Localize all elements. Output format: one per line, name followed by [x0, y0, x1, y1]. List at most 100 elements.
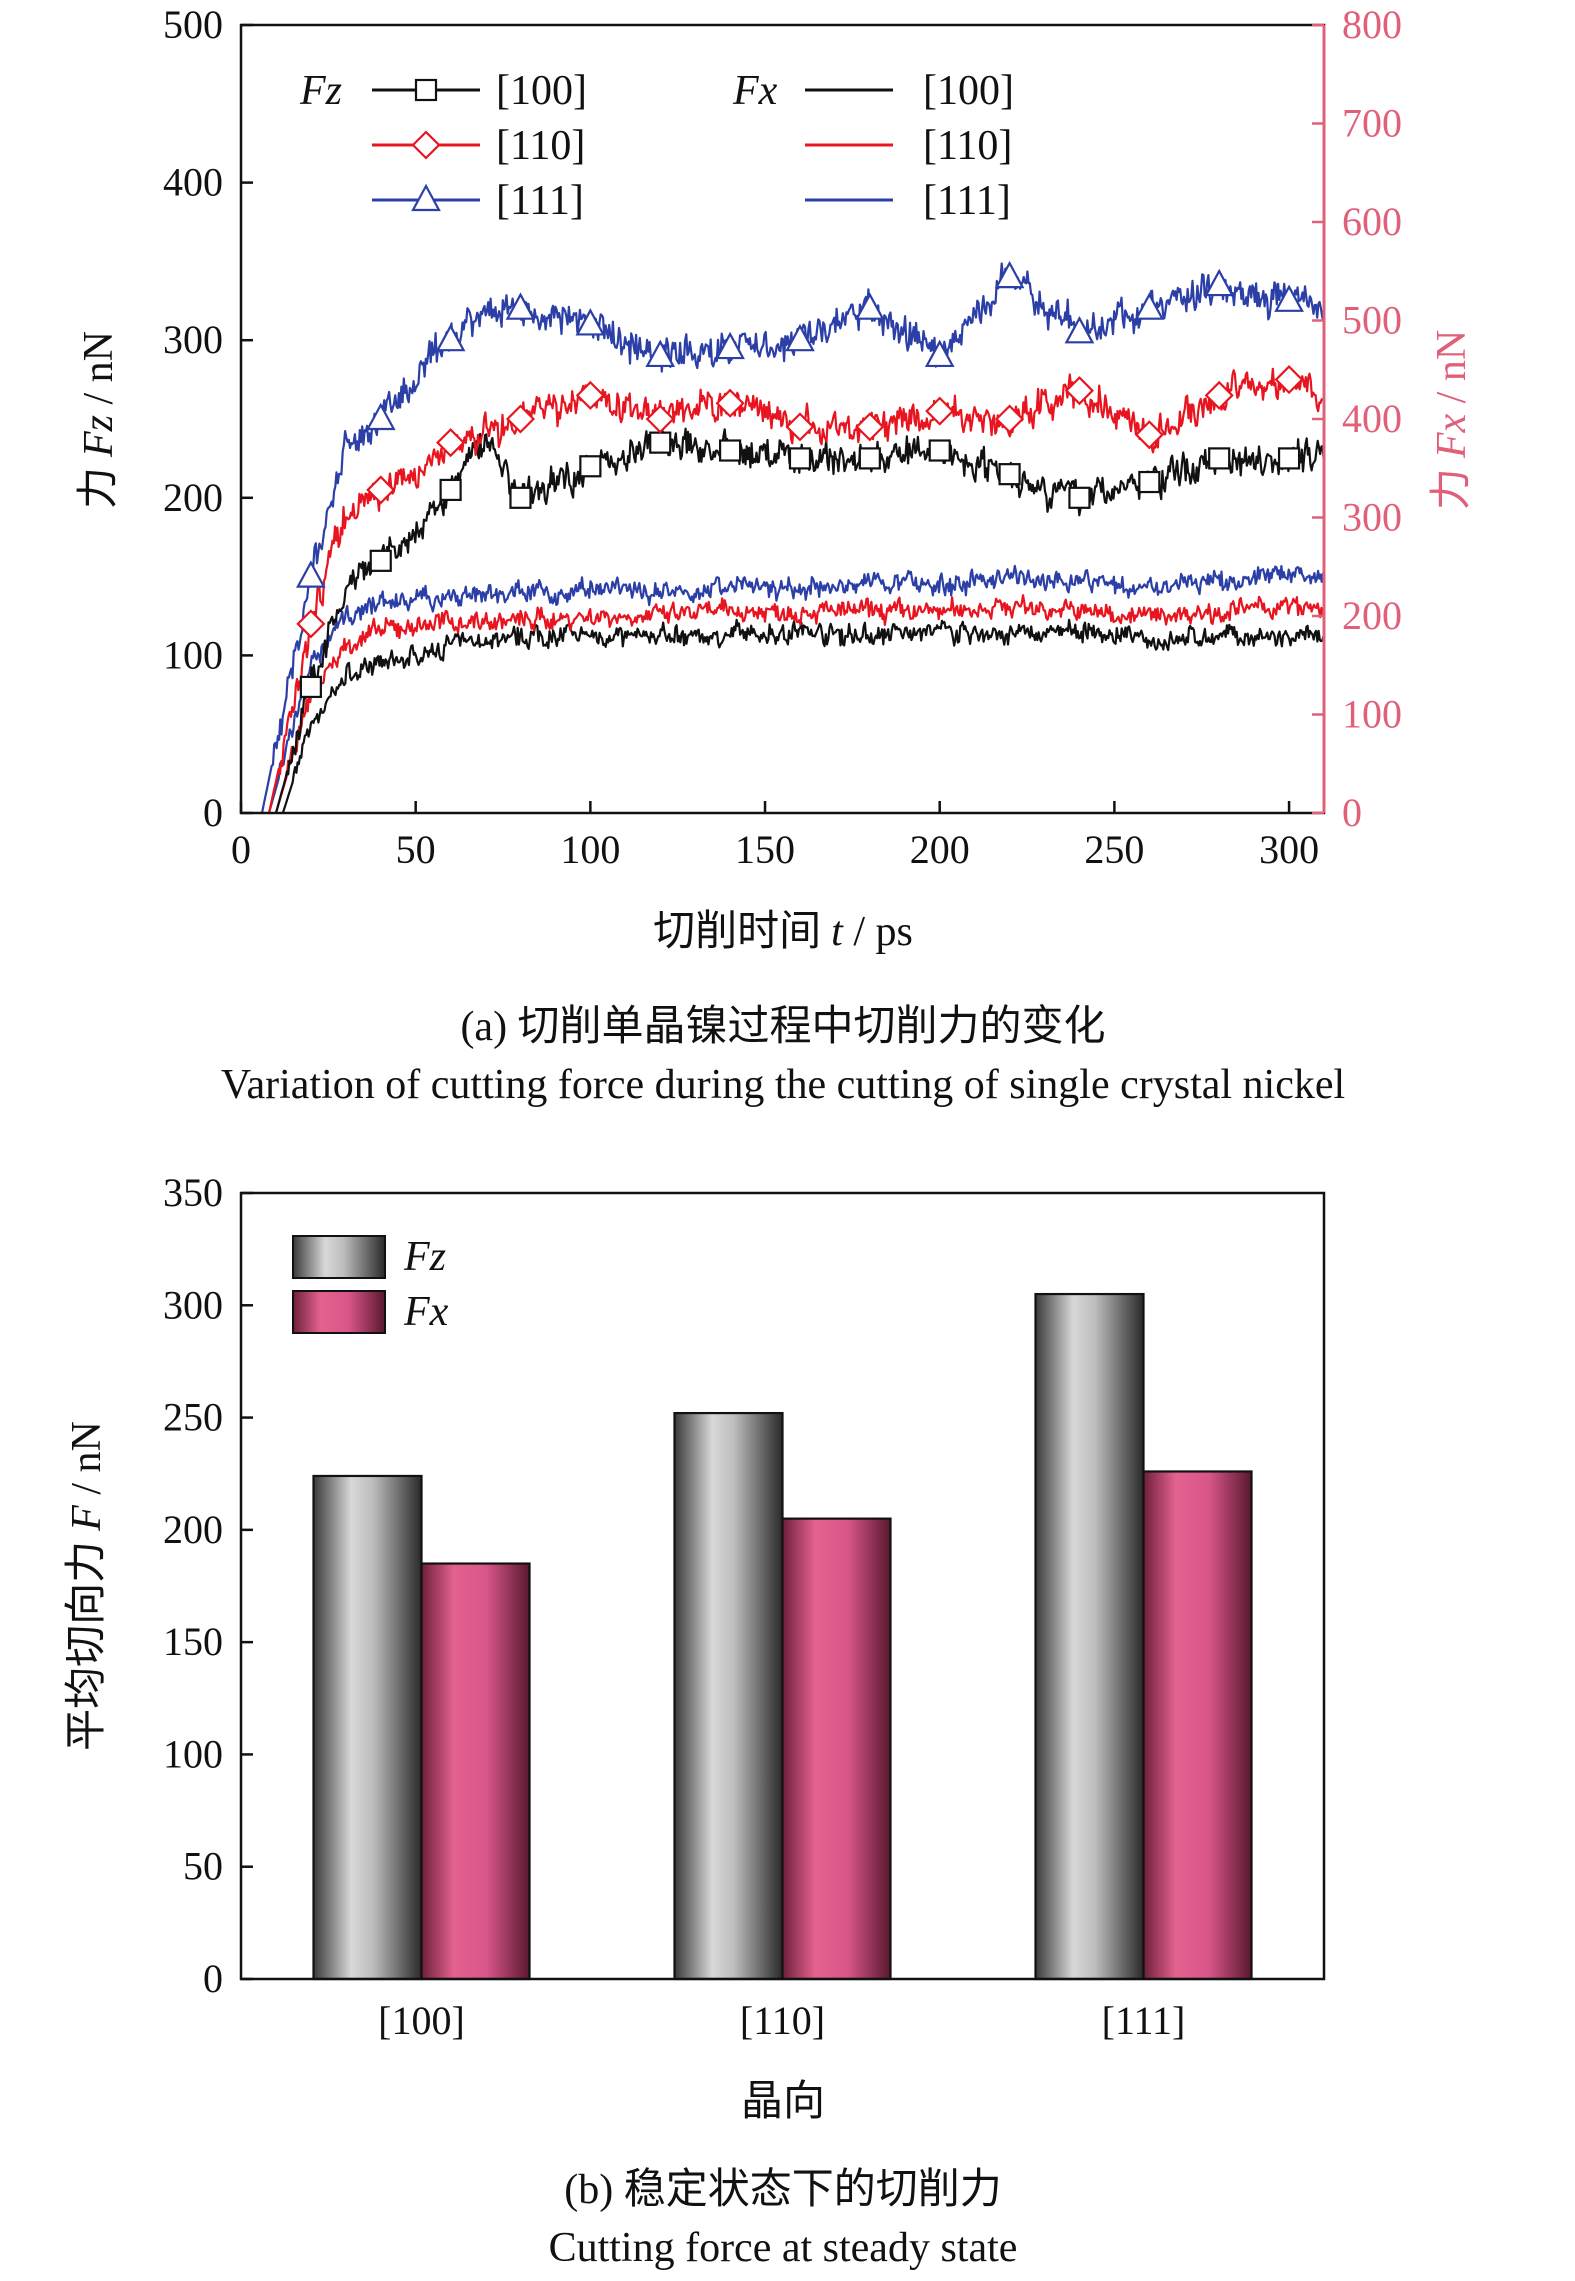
marker-triangle [365, 402, 396, 431]
y-tick-label: 300 [163, 1282, 223, 1327]
marker-triangle [645, 339, 676, 368]
bar-fx-100 [420, 1562, 531, 1981]
marker-triangle [994, 260, 1025, 289]
legend-label-fz: [110] [496, 123, 585, 169]
marker-square [439, 478, 462, 502]
marker-triangle [505, 292, 536, 320]
y2-tick-label: 600 [1342, 199, 1402, 244]
x-tick-label: [100] [378, 1998, 465, 2043]
marker-triangle [435, 323, 466, 352]
x-tick-label: 300 [1259, 827, 1319, 872]
marker-diamond [505, 404, 536, 434]
marker-diamond [925, 396, 955, 426]
y-tick-label: 400 [163, 160, 223, 205]
bar-fz-111 [1034, 1292, 1145, 1981]
marker-diamond [645, 404, 675, 434]
bar-fz-100 [312, 1474, 423, 1981]
legend-marker-fz [411, 183, 441, 212]
marker-diamond [1274, 365, 1304, 395]
legend-label-fx: Fx [403, 1289, 449, 1335]
legend-marker-fz [411, 130, 441, 160]
marker-diamond [715, 388, 745, 418]
y-tick-label: 100 [163, 632, 223, 677]
marker-square [1208, 447, 1231, 470]
marker-square [649, 431, 672, 454]
legend-label-fz: [111] [496, 178, 584, 224]
marker-triangle [785, 323, 815, 352]
y-tick-label: 0 [203, 1956, 223, 2001]
marker-triangle [854, 292, 885, 320]
marker-triangle [1134, 292, 1165, 320]
legend-a: Fz Fx [100] [100] [110] [110] [111] [111] [299, 68, 1014, 224]
caption-b-cn: (b) 稳定状态下的切削力 [564, 2166, 1001, 2213]
legend-label-fz: Fz [403, 1234, 446, 1280]
marker-square [579, 455, 602, 478]
x-ticks-a: 0 50 100 150 200 250 300 [231, 801, 1319, 872]
marker-diamond [436, 428, 466, 458]
y2-tick-label: 300 [1342, 495, 1402, 540]
y2-ticks-a: 0 100 200 300 400 500 600 700 800 [1312, 2, 1402, 835]
marker-square [1138, 470, 1161, 494]
y-axis-label-b: 平均切向力F / nN [64, 1421, 110, 1751]
marker-square [509, 486, 532, 509]
marker-square [998, 463, 1021, 486]
plot-frame-b [239, 1191, 1326, 1981]
y-ticks-b: 0 50 100 150 200 250 300 350 [163, 1170, 253, 2001]
x-tick-label: 50 [396, 827, 436, 872]
y-tick-label: 500 [163, 2, 223, 47]
y2-tick-label: 200 [1342, 593, 1402, 638]
series-line-fx-110 [274, 594, 1325, 814]
y-tick-label: 200 [163, 1507, 223, 1552]
y2-tick-label: 100 [1342, 692, 1402, 737]
bar-fx-110 [781, 1517, 892, 1981]
marker-diamond [1134, 420, 1164, 450]
marker-triangle [924, 339, 955, 368]
legend-label-fx: [110] [923, 123, 1012, 169]
caption-a-cn: (a) 切削单晶镍过程中切削力的变化 [460, 1003, 1105, 1050]
line-chart-a: 0 50 100 150 200 250 300 0 100 200 300 400 500 0 100… [76, 2, 1475, 1108]
bar-fz-110 [673, 1411, 784, 1981]
marker-diamond [855, 412, 885, 442]
marker-triangle [296, 560, 326, 588]
x-tick-label: [110] [740, 1998, 825, 2043]
legend-marker-fz [414, 78, 438, 102]
caption-a-en: Variation of cutting force during the cu… [221, 1062, 1345, 1108]
marker-triangle [715, 331, 745, 360]
marker-triangle [1064, 316, 1095, 344]
y-ticks-a: 0 100 200 300 400 500 [163, 2, 253, 835]
bar-chart-b: 0 50 100 150 200 250 300 350 [100] [110] [111] 晶向… [64, 1170, 1326, 2271]
marker-diamond [1064, 376, 1095, 406]
y2-tick-label: 700 [1342, 101, 1402, 146]
marker-diamond [1204, 380, 1234, 410]
marker-diamond [995, 404, 1025, 434]
legend-swatch-fz [292, 1235, 386, 1279]
x-tick-label: 150 [735, 827, 795, 872]
marker-square [858, 447, 881, 470]
legend-swatch-fx [292, 1290, 386, 1334]
marker-square [299, 675, 322, 699]
legend-label-fx: [100] [923, 68, 1014, 114]
y2-tick-label: 500 [1342, 298, 1402, 343]
bar-group [312, 1292, 1253, 1981]
legend-label-fx: [111] [923, 178, 1011, 224]
marker-square [369, 549, 392, 572]
series-line-fx-100 [281, 618, 1325, 814]
x-tick-label: [111] [1102, 1998, 1186, 2043]
x-tick-label: 200 [910, 827, 970, 872]
marker-diamond [575, 380, 605, 410]
series-line-fx-111 [267, 564, 1325, 814]
marker-square [788, 447, 812, 470]
legend-b: Fz Fx [292, 1234, 449, 1335]
marker-square [1277, 447, 1301, 470]
y2-tick-label: 0 [1342, 790, 1362, 835]
x-axis-label-a: 切削时间 t / ps [653, 909, 913, 955]
marker-diamond [296, 609, 326, 639]
x-tick-label: 100 [560, 827, 620, 872]
y-tick-label: 300 [163, 317, 223, 362]
y-axis-label-a: 力Fz / nN [76, 331, 122, 509]
y-tick-label: 150 [163, 1619, 223, 1664]
marker-square [718, 439, 742, 462]
y-tick-label: 350 [163, 1170, 223, 1215]
y-tick-label: 50 [183, 1844, 223, 1889]
